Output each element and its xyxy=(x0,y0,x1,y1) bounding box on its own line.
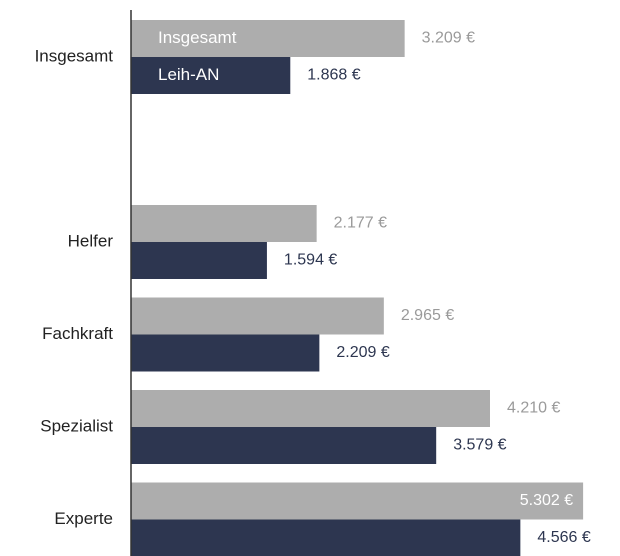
category-label: Spezialist xyxy=(40,416,113,435)
legend-label: Leih-AN xyxy=(158,65,219,84)
category-label: Helfer xyxy=(68,231,114,250)
value-label: 3.579 € xyxy=(453,437,506,454)
bar xyxy=(131,334,320,372)
bar xyxy=(131,427,437,464)
bar xyxy=(131,20,405,57)
value-label: 3.209 € xyxy=(422,30,475,47)
bar xyxy=(131,205,317,242)
value-label: 1.594 € xyxy=(284,252,337,269)
value-label: 2.177 € xyxy=(334,215,387,232)
category-label: Experte xyxy=(54,509,113,528)
bar xyxy=(131,242,267,279)
value-label: 4.210 € xyxy=(507,400,560,417)
bar xyxy=(131,297,384,335)
category-label: Fachkraft xyxy=(42,324,113,343)
value-label: 2.965 € xyxy=(401,307,454,324)
category-label: Insgesamt xyxy=(35,46,114,65)
bar xyxy=(131,390,490,427)
bar xyxy=(131,519,521,556)
value-label: 5.302 € xyxy=(520,492,573,509)
bar xyxy=(131,482,584,520)
bar xyxy=(131,57,291,94)
value-label: 1.868 € xyxy=(307,67,360,84)
value-label: 4.566 € xyxy=(537,529,590,546)
value-label: 2.209 € xyxy=(336,344,389,361)
legend-label: Insgesamt xyxy=(158,28,237,47)
